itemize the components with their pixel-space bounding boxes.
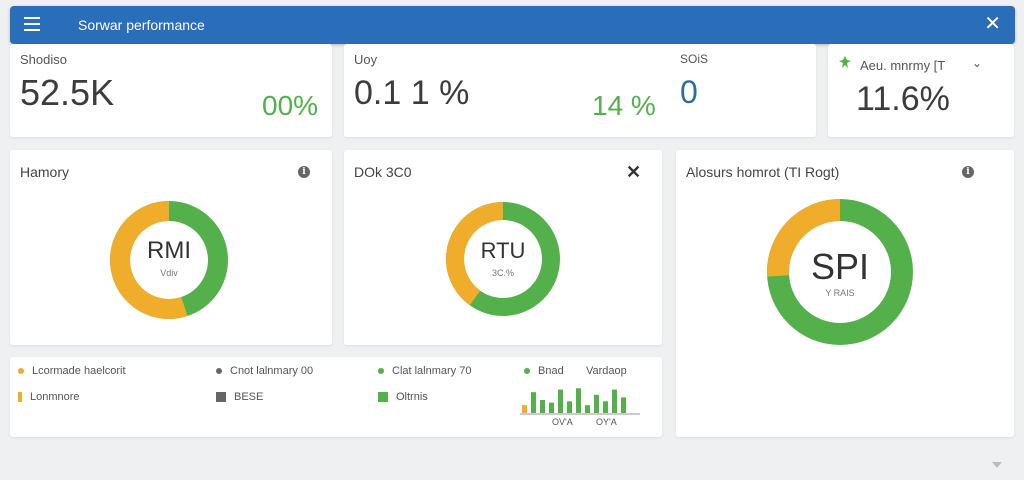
legend-dot [18,368,24,375]
mini-bar [594,394,599,413]
mini-bar [621,397,626,413]
hamburger-menu-icon[interactable] [24,17,40,31]
mini-bar [522,405,527,413]
mini-bar [567,401,572,413]
legend-panel: Lcormade haelcorit Cnot lalnmary 00 Clat… [10,357,662,437]
stat-label: Aeu. mnrmy [T [860,58,946,73]
legend-label: Vardaop [586,365,627,377]
mini-bar [558,389,563,413]
disk-panel: DOk 3C0 ✕ RTU 3C.% [344,150,662,345]
app-header: Sorwar performance ✕ [10,6,1015,44]
mini-bar [549,402,554,413]
legend-item: Cnot lalnmary 00 [216,365,313,377]
legend-swatch [216,392,226,403]
legend-item: Lonmnore [18,391,80,403]
legend-label: Clat lalnmary 70 [392,365,472,377]
stat-percent: 00% [262,90,319,121]
stat-sub-label: SOiS [680,52,709,66]
stat-label: Uoy [354,52,378,67]
mini-chart-label: OV'A [552,417,573,427]
chevron-down-icon[interactable]: ⌄ [972,56,983,70]
legend-item: Bnad [524,365,564,377]
donut-center-text: RMI [147,237,191,264]
stat-value: 0.1 1 % [354,74,470,112]
info-icon[interactable]: i [298,166,310,178]
panel-title: DOk 3C0 [354,164,412,180]
legend-label: Bnad [538,365,564,377]
legend-item: Lcormade haelcorit [18,365,126,377]
memory-panel: Hamory i RMI Vdiv [10,150,332,345]
stat-value: 52.5K [20,72,115,113]
legend-label: Cnot lalnmary 00 [230,365,314,377]
donut-sub-text: 3C.% [491,268,514,278]
legend-swatch [378,392,388,403]
donut-sub-text: Vdiv [160,268,178,278]
info-icon[interactable]: i [962,166,974,178]
pin-icon [839,56,851,68]
donut-sub-text: Y RAIS [825,288,855,298]
mini-bar [531,392,536,413]
legend-swatch [18,392,22,403]
panel-title: Alosurs homrot (TI Rogt) [686,164,840,180]
page-title: Sorwar performance [78,17,205,33]
legend-dot [378,368,384,375]
panel-title: Hamory [20,164,70,180]
legend-label: Oltrnis [396,391,428,403]
mini-bar [540,400,545,413]
legend-label: BESE [234,391,264,403]
legend-label: Lonmnore [30,391,80,403]
donut-center-text: RTU [480,238,526,263]
network-donut [767,199,913,345]
mini-bar [576,388,581,413]
stat-card-usage: Uoy 0.1 1 % 14 % SOiS 0 [344,44,816,137]
close-icon[interactable]: ✕ [626,162,642,182]
stat-percent: 14 % [592,90,656,121]
legend-dot [216,368,222,375]
close-icon[interactable]: ✕ [984,13,1001,35]
stat-value: 11.6% [856,80,950,118]
legend-item: Clat lalnmary 70 [378,365,471,377]
disk-donut [446,202,560,316]
stat-sub-value: 0 [680,74,698,110]
legend-dot [524,368,530,375]
mini-bar [612,389,617,413]
mini-bar [603,401,608,413]
mini-chart-label: OY'A [596,417,617,427]
donut-center-text: SPI [810,246,870,287]
mini-bar-chart [520,388,640,415]
stat-card-avg-memory: Aeu. mnrmy [T ⌄ 11.6% [828,44,1014,137]
legend-item: BESE [216,391,263,403]
memory-donut [110,201,228,319]
legend-item: Vardaop [586,365,627,377]
stat-card-sessions: Shodiso 52.5K 00% [10,44,332,137]
legend-label: Lcormade haelcorit [32,365,126,377]
mini-bar [585,405,590,413]
scroll-down-icon[interactable] [992,462,1002,468]
network-panel: Alosurs homrot (TI Rogt) i SPI Y RAIS [676,150,1014,437]
stat-label: Shodiso [20,52,67,67]
legend-item: Oltrnis [378,391,428,403]
